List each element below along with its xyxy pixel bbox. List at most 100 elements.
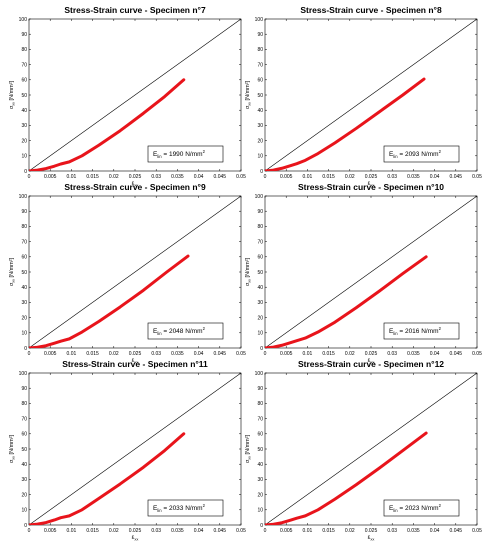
y-tick-label: 80 — [257, 224, 263, 230]
chart-panel-2: Stress-Strain curve - Specimen n°8 0 0.005… — [245, 5, 482, 188]
modulus-superscript: 2 — [439, 503, 442, 508]
y-tick-label: 30 — [21, 300, 27, 306]
y-tick-label: 50 — [257, 270, 263, 276]
y-tick-label: 50 — [257, 93, 263, 99]
y-tick-label: 90 — [21, 209, 27, 215]
y-tick-label: 50 — [21, 447, 27, 453]
x-axis-subscript: xx — [134, 537, 138, 542]
chart-panel-6: Stress-Strain curve - Specimen n°12 0 0.00… — [245, 359, 482, 542]
x-tick-label: 0.04 — [194, 351, 204, 357]
x-axis-symbol: ε — [132, 181, 135, 187]
x-tick-label: 0.05 — [236, 528, 246, 534]
y-axis-unit: [N/mm²] — [245, 257, 251, 277]
y-tick-label: 100 — [255, 371, 264, 377]
reference-line — [29, 373, 241, 525]
x-tick-label: 0.02 — [345, 174, 355, 180]
x-tick-label: 0 — [264, 174, 267, 180]
modulus-symbol: E — [389, 505, 394, 512]
x-tick-label: 0.045 — [214, 351, 227, 357]
y-tick-label: 90 — [257, 209, 263, 215]
modulus-annotation: Elin = 2048 N/mm2 — [153, 326, 206, 336]
stress-strain-curve — [265, 77, 426, 171]
y-tick-label: 0 — [260, 346, 263, 352]
y-axis-label: σxx [N/mm²] — [9, 257, 15, 286]
x-tick-label: 0.015 — [86, 528, 99, 534]
modulus-annotation-box — [383, 322, 460, 340]
y-axis-unit: [N/mm²] — [9, 80, 15, 100]
y-axis-subscript: xx — [247, 102, 251, 106]
modulus-value: = 2033 N/mm — [162, 505, 203, 512]
chart-panel-3: Stress-Strain curve - Specimen n°9 0 0.005… — [9, 182, 246, 365]
modulus-symbol: E — [153, 151, 158, 158]
chart-title: Stress-Strain curve - Specimen n°10 — [298, 182, 444, 192]
y-tick-label: 80 — [21, 224, 27, 230]
y-tick-label: 100 — [19, 371, 28, 377]
x-tick-label: 0.045 — [214, 528, 227, 534]
x-tick-label: 0.025 — [365, 351, 378, 357]
modulus-superscript: 2 — [439, 149, 442, 154]
x-tick-label: 0.005 — [44, 174, 57, 180]
x-tick-label: 0.04 — [194, 528, 204, 534]
x-tick-label: 0.01 — [303, 528, 313, 534]
x-tick-label: 0.02 — [109, 351, 119, 357]
y-tick-label: 40 — [257, 285, 263, 291]
stress-strain-curve — [265, 255, 428, 348]
x-axis-label: εxx — [368, 181, 375, 188]
modulus-value: = 1990 N/mm — [162, 151, 203, 158]
modulus-annotation: Elin = 2023 N/mm2 — [389, 503, 442, 513]
x-tick-label: 0.03 — [151, 174, 161, 180]
x-tick-label: 0.005 — [280, 174, 293, 180]
y-tick-label: 30 — [257, 123, 263, 129]
x-tick-label: 0.015 — [86, 174, 99, 180]
y-tick-label: 50 — [21, 270, 27, 276]
x-tick-label: 0.015 — [322, 174, 335, 180]
y-tick-label: 0 — [24, 346, 27, 352]
x-tick-label: 0.04 — [430, 174, 440, 180]
x-axis-label: εxx — [132, 358, 139, 365]
modulus-value: = 2016 N/mm — [398, 328, 439, 335]
x-tick-label: 0.005 — [44, 528, 57, 534]
x-tick-label: 0.035 — [407, 174, 420, 180]
modulus-value: = 2093 N/mm — [398, 151, 439, 158]
modulus-annotation-box — [147, 145, 224, 163]
y-tick-label: 60 — [21, 78, 27, 84]
x-tick-label: 0.005 — [44, 351, 57, 357]
y-tick-label: 70 — [257, 239, 263, 245]
y-tick-label: 60 — [257, 255, 263, 261]
x-tick-label: 0.025 — [129, 174, 142, 180]
stress-strain-curve — [29, 78, 186, 171]
y-tick-label: 90 — [21, 32, 27, 38]
x-axis-symbol: ε — [368, 535, 371, 541]
x-tick-label: 0 — [264, 351, 267, 357]
x-tick-label: 0.035 — [407, 351, 420, 357]
x-tick-label: 0 — [28, 528, 31, 534]
modulus-annotation: Elin = 2093 N/mm2 — [389, 149, 442, 159]
y-tick-label: 40 — [21, 462, 27, 468]
x-tick-label: 0.025 — [129, 351, 142, 357]
x-tick-label: 0.05 — [236, 351, 246, 357]
y-axis-symbol: σ — [9, 282, 15, 286]
modulus-value: = 2023 N/mm — [398, 505, 439, 512]
modulus-superscript: 2 — [203, 503, 206, 508]
x-tick-label: 0.025 — [129, 528, 142, 534]
y-tick-label: 30 — [21, 123, 27, 129]
y-tick-label: 90 — [21, 386, 27, 392]
x-axis-subscript: xx — [370, 360, 374, 365]
y-axis-label: σxx [N/mm²] — [9, 434, 15, 463]
x-tick-label: 0.05 — [236, 174, 246, 180]
y-tick-label: 0 — [24, 523, 27, 529]
y-tick-label: 20 — [21, 138, 27, 144]
modulus-symbol: E — [389, 151, 394, 158]
y-tick-label: 30 — [257, 300, 263, 306]
y-axis-unit: [N/mm²] — [9, 257, 15, 277]
x-tick-label: 0.02 — [109, 528, 119, 534]
y-tick-label: 70 — [21, 416, 27, 422]
x-axis-subscript: xx — [370, 183, 374, 188]
x-tick-label: 0.02 — [109, 174, 119, 180]
modulus-subscript: lin — [157, 331, 162, 336]
y-tick-label: 60 — [257, 432, 263, 438]
modulus-subscript: lin — [393, 331, 398, 336]
modulus-annotation: Elin = 2033 N/mm2 — [153, 503, 206, 513]
x-tick-label: 0.04 — [194, 174, 204, 180]
x-tick-label: 0.02 — [345, 351, 355, 357]
